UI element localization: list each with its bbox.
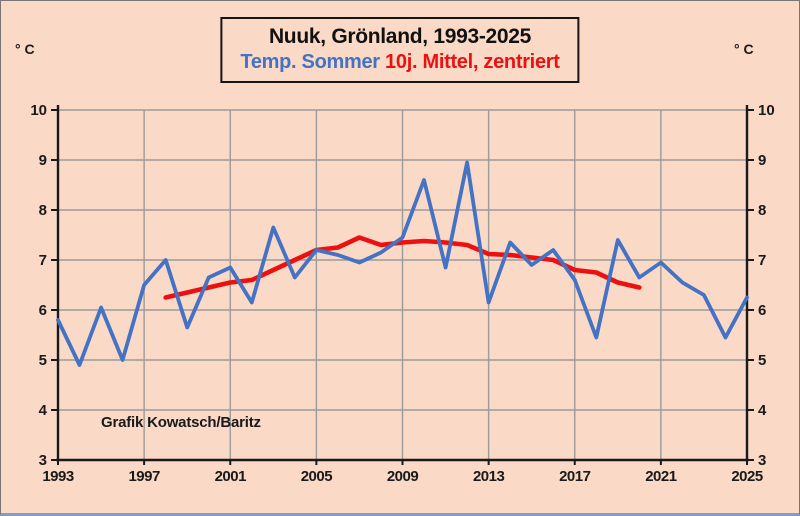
series-line-red (163, 235, 642, 300)
legend-10j-mittel: 10j. Mittel, zentriert (385, 51, 560, 74)
y-tick-label-right: 5 (758, 352, 766, 369)
y-tick-label-left: 6 (39, 302, 47, 319)
credit-annotation: Grafik Kowatsch/Baritz (101, 414, 261, 431)
y-tick-label-left: 7 (39, 252, 47, 269)
unit-label-left: ° C (15, 41, 35, 57)
y-tick-label-left: 9 (39, 152, 47, 169)
chart-title-box: Nuuk, Grönland, 1993-2025 Temp. Sommer 1… (220, 17, 580, 84)
y-tick-label-left: 8 (39, 202, 47, 219)
x-tick-label: 2017 (559, 468, 591, 485)
y-tick-label-right: 4 (758, 402, 767, 419)
chart-title: Nuuk, Grönland, 1993-2025 (268, 25, 532, 48)
x-tick-label: 2021 (645, 468, 677, 485)
y-tick-label-left: 3 (39, 452, 47, 469)
y-tick-label-left: 10 (30, 102, 47, 119)
x-tick-label: 2013 (473, 468, 505, 485)
y-tick-label-right: 8 (758, 202, 766, 219)
chart-legend: Temp. Sommer 10j. Mittel, zentriert (240, 50, 560, 74)
x-tick-label: 1993 (42, 468, 74, 485)
x-tick-label: 2005 (301, 468, 333, 485)
x-tick-label: 2001 (215, 468, 247, 485)
y-tick-label-left: 4 (39, 402, 48, 419)
x-tick-label: 2009 (387, 468, 419, 485)
unit-label-right: ° C (734, 41, 754, 57)
y-tick-label-right: 9 (758, 152, 766, 169)
x-tick-label: 2025 (731, 468, 763, 485)
y-tick-label-right: 3 (758, 452, 766, 469)
y-tick-label-left: 5 (39, 352, 47, 369)
series-line-blue (56, 160, 749, 367)
y-tick-label-right: 10 (758, 102, 775, 119)
legend-temp-sommer: Temp. Sommer (240, 51, 380, 74)
x-tick-label: 1997 (128, 468, 160, 485)
y-tick-label-right: 7 (758, 252, 766, 269)
y-tick-label-right: 6 (758, 302, 766, 319)
